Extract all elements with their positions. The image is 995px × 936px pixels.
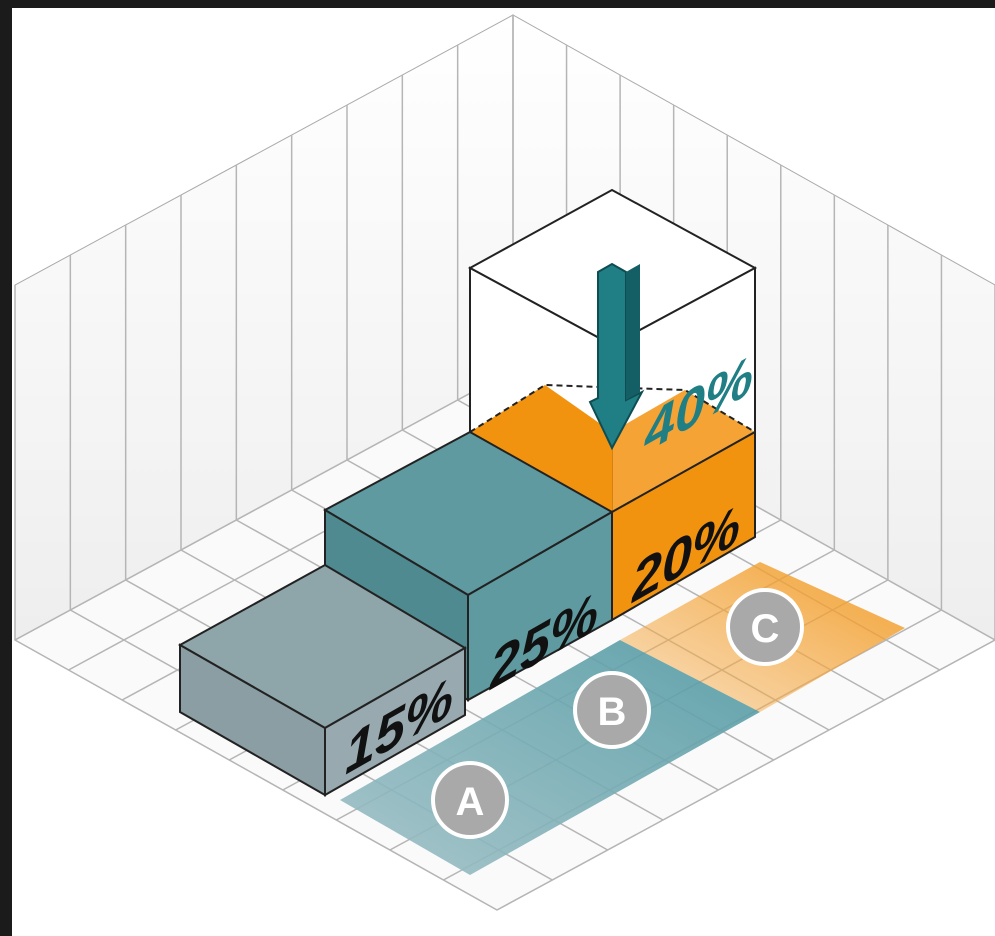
scene: 15% 25% 20% 40% A B C xyxy=(0,0,995,936)
marker-label: B xyxy=(598,690,627,734)
marker-label: A xyxy=(456,780,485,824)
marker-label: C xyxy=(751,607,780,651)
marker: A xyxy=(433,763,507,837)
marker: B xyxy=(575,673,649,747)
page: 15% 25% 20% 40% A B C (() => { const dat… xyxy=(0,0,995,936)
marker: C xyxy=(728,590,802,664)
